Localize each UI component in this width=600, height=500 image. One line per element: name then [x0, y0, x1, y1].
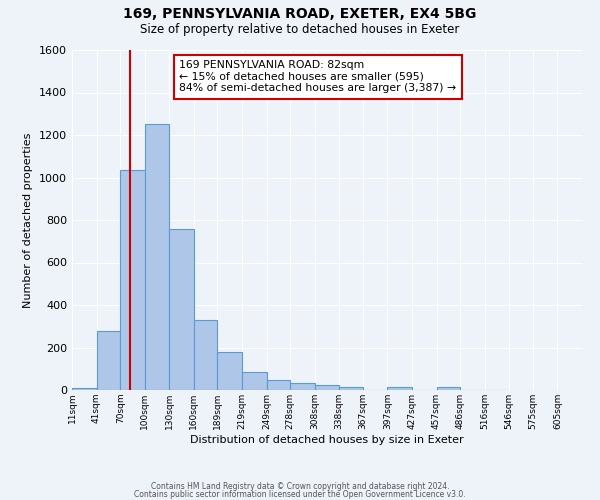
Bar — [169, 228, 194, 390]
Text: Size of property relative to detached houses in Exeter: Size of property relative to detached ho… — [140, 22, 460, 36]
Bar — [437, 387, 460, 390]
Bar — [120, 170, 145, 390]
Bar — [145, 124, 169, 390]
Bar — [194, 320, 217, 390]
Bar — [315, 386, 339, 390]
Bar — [242, 372, 266, 390]
Bar — [72, 388, 97, 390]
X-axis label: Distribution of detached houses by size in Exeter: Distribution of detached houses by size … — [190, 434, 464, 444]
Text: Contains HM Land Registry data © Crown copyright and database right 2024.: Contains HM Land Registry data © Crown c… — [151, 482, 449, 491]
Bar — [388, 388, 412, 390]
Bar — [339, 387, 363, 390]
Bar — [217, 352, 242, 390]
Text: 169 PENNSYLVANIA ROAD: 82sqm
← 15% of detached houses are smaller (595)
84% of s: 169 PENNSYLVANIA ROAD: 82sqm ← 15% of de… — [179, 60, 456, 94]
Bar — [290, 382, 315, 390]
Y-axis label: Number of detached properties: Number of detached properties — [23, 132, 34, 308]
Bar — [97, 330, 120, 390]
Bar — [266, 380, 290, 390]
Text: 169, PENNSYLVANIA ROAD, EXETER, EX4 5BG: 169, PENNSYLVANIA ROAD, EXETER, EX4 5BG — [124, 8, 476, 22]
Text: Contains public sector information licensed under the Open Government Licence v3: Contains public sector information licen… — [134, 490, 466, 499]
